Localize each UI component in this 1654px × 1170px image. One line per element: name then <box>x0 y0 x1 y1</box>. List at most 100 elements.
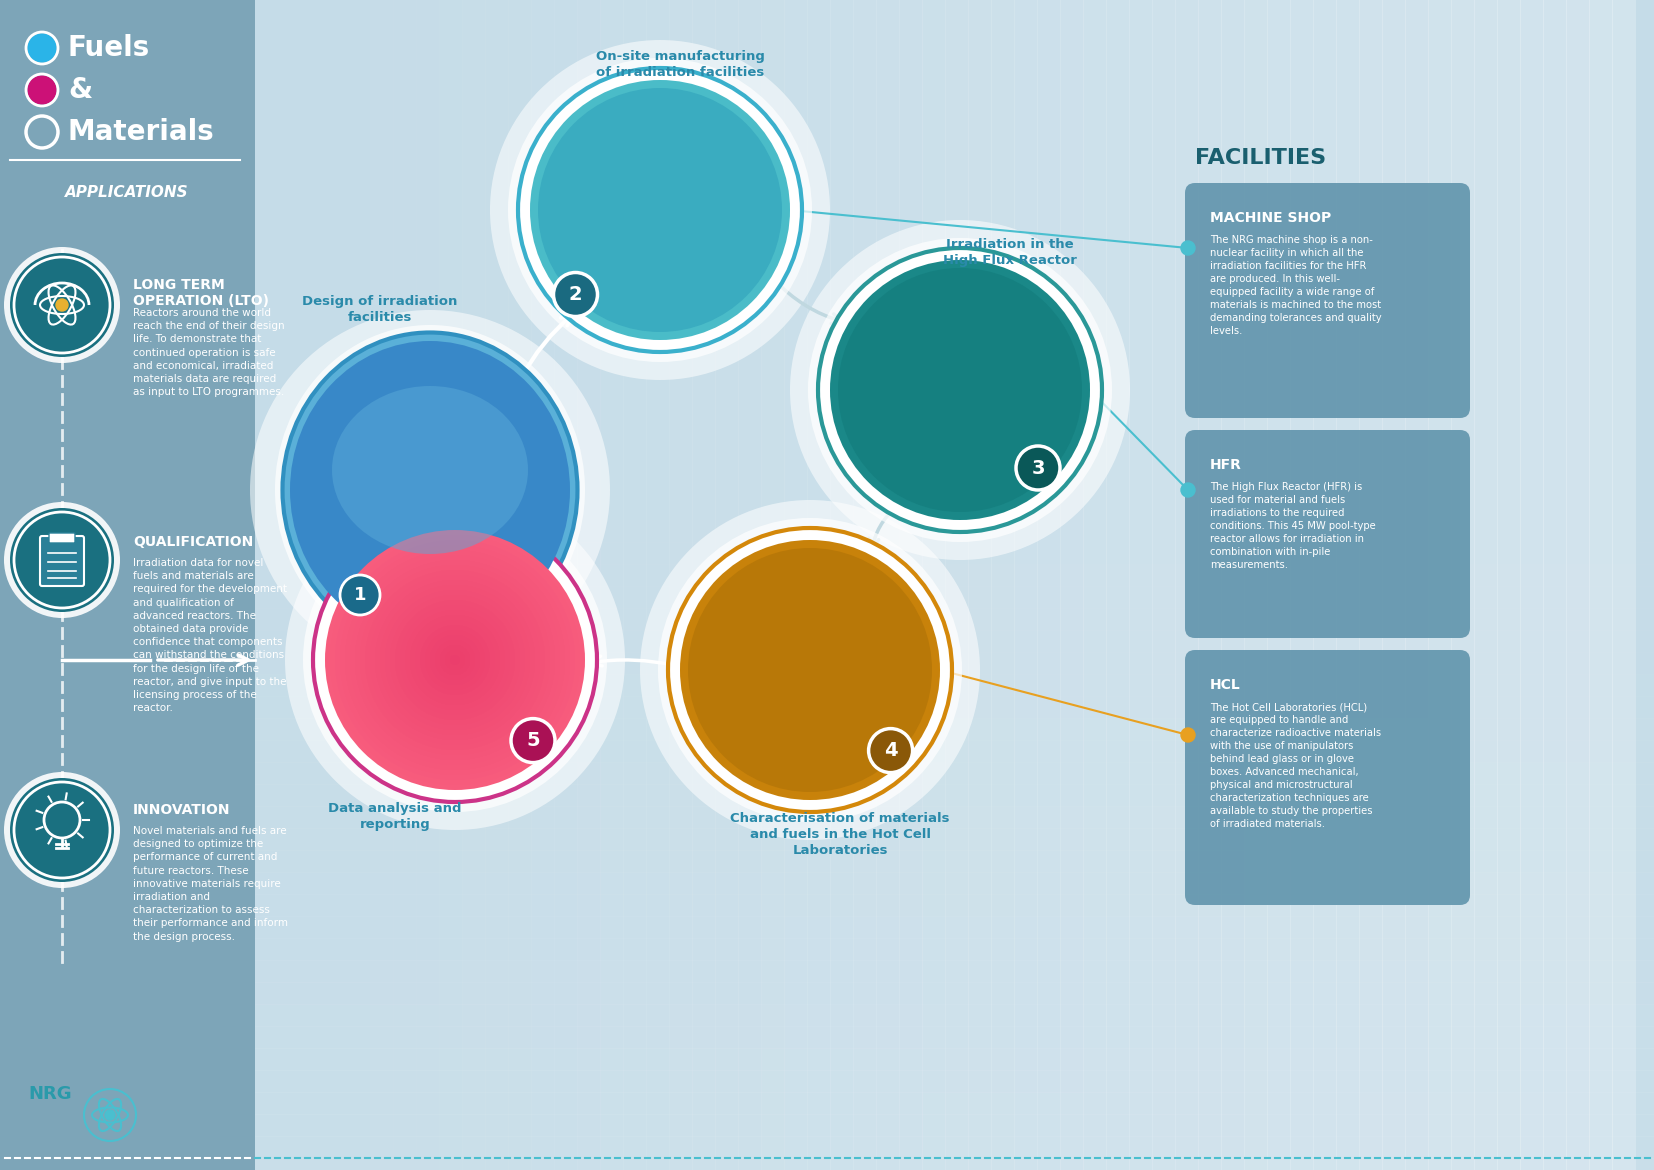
Text: 5: 5 <box>526 731 539 750</box>
Text: Fuels: Fuels <box>68 34 151 62</box>
Circle shape <box>356 560 556 760</box>
Bar <box>1037 0 1060 1170</box>
Bar <box>255 1004 1654 1027</box>
Ellipse shape <box>283 332 577 647</box>
Bar <box>1174 0 1199 1170</box>
Text: HCL: HCL <box>1211 677 1240 691</box>
Bar <box>255 894 1654 917</box>
Circle shape <box>346 550 566 770</box>
Bar <box>255 366 1654 388</box>
Text: QUALIFICATION: QUALIFICATION <box>132 535 253 549</box>
Bar <box>255 652 1654 675</box>
Bar <box>255 322 1654 345</box>
Circle shape <box>313 518 597 801</box>
Text: 1: 1 <box>354 586 366 604</box>
Bar <box>255 828 1654 851</box>
Bar <box>255 542 1654 565</box>
Bar <box>900 0 923 1170</box>
Bar <box>784 0 809 1170</box>
Bar <box>853 0 877 1170</box>
Bar <box>324 0 347 1170</box>
Bar <box>830 0 853 1170</box>
Circle shape <box>104 1110 116 1120</box>
Bar <box>877 0 900 1170</box>
Circle shape <box>395 600 514 720</box>
Bar <box>255 739 1654 763</box>
Bar <box>668 0 693 1170</box>
Bar <box>255 498 1654 521</box>
Text: Design of irradiation
facilities: Design of irradiation facilities <box>303 295 458 324</box>
Circle shape <box>385 590 524 730</box>
FancyBboxPatch shape <box>1184 651 1470 906</box>
Bar <box>1613 0 1636 1170</box>
Circle shape <box>490 40 830 380</box>
Text: Irradiation in the
High Flux Reactor: Irradiation in the High Flux Reactor <box>943 238 1077 267</box>
Ellipse shape <box>332 386 528 555</box>
Bar <box>255 388 1654 411</box>
Bar <box>255 1092 1654 1115</box>
Circle shape <box>538 88 782 332</box>
Circle shape <box>830 260 1090 519</box>
Circle shape <box>405 610 504 710</box>
Bar <box>255 0 280 1170</box>
Circle shape <box>450 655 460 665</box>
Circle shape <box>1181 728 1194 742</box>
Circle shape <box>400 605 509 715</box>
Bar <box>255 1158 1654 1170</box>
Text: Irradiation data for novel
fuels and materials are
required for the development
: Irradiation data for novel fuels and mat… <box>132 558 288 714</box>
Circle shape <box>809 238 1111 542</box>
Text: Data analysis and
reporting: Data analysis and reporting <box>327 801 461 831</box>
Text: HFR: HFR <box>1211 457 1242 472</box>
Circle shape <box>3 502 121 618</box>
Circle shape <box>658 518 963 823</box>
Circle shape <box>445 651 465 670</box>
Bar <box>255 674 1654 697</box>
Bar <box>968 0 992 1170</box>
Circle shape <box>28 76 56 104</box>
FancyBboxPatch shape <box>40 536 84 586</box>
Bar <box>1336 0 1360 1170</box>
Bar <box>255 410 1654 433</box>
Bar <box>255 784 1654 807</box>
Text: 3: 3 <box>1030 459 1045 477</box>
Circle shape <box>351 555 561 765</box>
Bar <box>255 1026 1654 1049</box>
Circle shape <box>250 310 610 670</box>
Bar <box>255 916 1654 940</box>
Bar <box>761 0 786 1170</box>
Bar <box>715 0 739 1170</box>
Bar <box>255 454 1654 477</box>
Text: Reactors around the world
reach the end of their design
life. To demonstrate tha: Reactors around the world reach the end … <box>132 308 284 397</box>
Circle shape <box>303 508 607 812</box>
FancyBboxPatch shape <box>50 534 74 543</box>
Text: INNOVATION: INNOVATION <box>132 803 230 817</box>
Bar <box>485 0 509 1170</box>
Bar <box>255 696 1654 720</box>
Bar <box>370 0 394 1170</box>
Bar <box>508 0 533 1170</box>
Circle shape <box>341 574 380 615</box>
Circle shape <box>688 548 931 792</box>
Circle shape <box>390 596 519 725</box>
Bar <box>255 0 1654 1170</box>
Ellipse shape <box>275 325 586 655</box>
Bar <box>255 1136 1654 1159</box>
Circle shape <box>28 34 56 62</box>
Bar <box>1244 0 1269 1170</box>
Circle shape <box>668 528 953 812</box>
Bar <box>647 0 670 1170</box>
FancyBboxPatch shape <box>1184 183 1470 418</box>
Bar <box>255 432 1654 455</box>
Circle shape <box>819 248 1102 532</box>
Circle shape <box>839 268 1082 512</box>
Bar <box>255 872 1654 895</box>
Bar <box>255 586 1654 610</box>
Text: 2: 2 <box>569 285 582 304</box>
Bar <box>1267 0 1292 1170</box>
Bar <box>807 0 830 1170</box>
Text: The NRG machine shop is a non-
nuclear facility in which all the
irradiation fac: The NRG machine shop is a non- nuclear f… <box>1211 235 1381 336</box>
Bar <box>1497 0 1522 1170</box>
Text: Characterisation of materials
and fuels in the Hot Cell
Laboratories: Characterisation of materials and fuels … <box>731 812 949 856</box>
Bar <box>944 0 969 1170</box>
Bar <box>1543 0 1566 1170</box>
